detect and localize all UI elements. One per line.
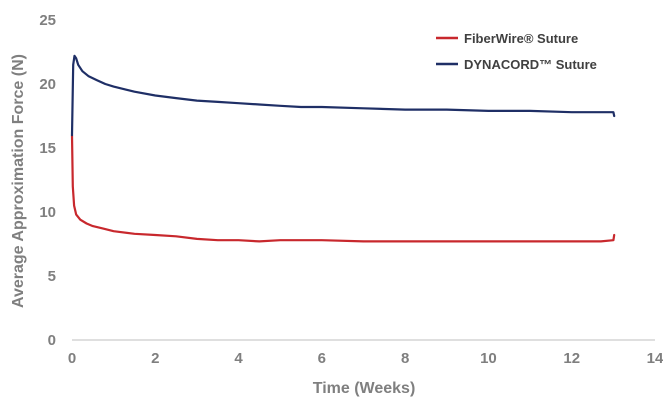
series-line-0 bbox=[70, 134, 616, 243]
x-tick-label: 8 bbox=[401, 350, 409, 367]
y-tick-label: 5 bbox=[48, 268, 56, 285]
legend-label-1: DYNACORD™ Suture bbox=[464, 57, 597, 72]
x-tick-label: 6 bbox=[318, 350, 326, 367]
x-tick-label: 4 bbox=[234, 350, 243, 367]
y-tick-label: 15 bbox=[39, 140, 56, 157]
series-lines bbox=[70, 54, 616, 243]
y-tick-label: 20 bbox=[39, 76, 56, 93]
y-axis-title: Average Approximation Force (N) bbox=[10, 54, 27, 308]
x-tick-labels: 0 2 4 6 8 10 12 14 bbox=[68, 350, 663, 367]
x-tick-label: 12 bbox=[563, 350, 580, 367]
y-tick-label: 0 bbox=[48, 332, 56, 349]
x-tick-label: 2 bbox=[151, 350, 159, 367]
x-axis-title: Time (Weeks) bbox=[313, 380, 416, 397]
y-tick-label: 25 bbox=[39, 12, 56, 29]
legend: FiberWire® Suture DYNACORD™ Suture bbox=[436, 31, 597, 72]
x-tick-label: 10 bbox=[480, 350, 497, 367]
legend-label-0: FiberWire® Suture bbox=[464, 31, 578, 46]
y-tick-labels: 0 5 10 15 20 25 bbox=[39, 12, 56, 349]
y-tick-label: 10 bbox=[39, 204, 56, 221]
x-tick-label: 0 bbox=[68, 350, 76, 367]
x-tick-label: 14 bbox=[647, 350, 663, 367]
series-line-1 bbox=[70, 54, 616, 137]
